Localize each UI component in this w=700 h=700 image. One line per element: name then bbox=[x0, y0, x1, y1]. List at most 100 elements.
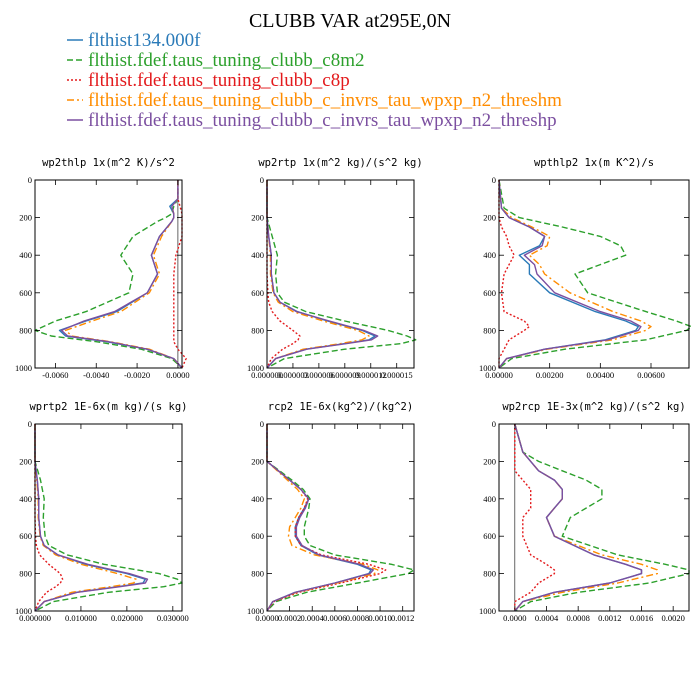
x-tick-label: 0.00400 bbox=[587, 370, 615, 380]
plot-frame bbox=[266, 179, 415, 369]
plot-frame bbox=[266, 423, 415, 612]
x-tick-label: 0.000006 bbox=[303, 370, 335, 380]
y-tick-label: 200 bbox=[251, 456, 264, 466]
series-line bbox=[498, 179, 693, 369]
series-line bbox=[266, 424, 415, 612]
series-line bbox=[34, 424, 149, 612]
x-tick-label: 0.0004 bbox=[301, 613, 325, 623]
chart-panel: wp2thlp 1x(m^2 K)/s^2 0 200 400 600 800 1000 -0… bbox=[15, 157, 190, 380]
y-tick-label: 800 bbox=[483, 569, 496, 579]
x-tick-label: 0.0000 bbox=[503, 613, 526, 623]
series-line bbox=[34, 424, 147, 612]
series-line bbox=[514, 423, 643, 612]
chart-panel: wprtp2 1E-6x(m kg)/(s kg) 0 200 400 600 800 10… bbox=[15, 401, 189, 623]
legend-label: flthist.fdef.taus_tuning_clubb_c8p bbox=[88, 70, 350, 91]
x-tick-label: 0.020000 bbox=[111, 613, 143, 623]
series-line bbox=[173, 180, 187, 369]
plot-frame bbox=[498, 423, 690, 612]
y-tick-label: 400 bbox=[251, 494, 264, 504]
panel-title: rcp2 1E-6x(kg^2)/(kg^2) bbox=[268, 401, 413, 413]
legend-label: flthist.fdef.taus_tuning_clubb_c_invrs_t… bbox=[88, 110, 557, 131]
series-line bbox=[34, 424, 137, 612]
y-tick-label: 1000 bbox=[247, 606, 264, 616]
y-tick-label: 600 bbox=[19, 531, 32, 541]
series-line bbox=[266, 180, 379, 369]
y-tick-label: 600 bbox=[19, 288, 32, 298]
series-line bbox=[514, 423, 658, 612]
y-tick-label: 1000 bbox=[15, 606, 32, 616]
y-tick-label: 800 bbox=[19, 569, 32, 579]
chart-panels: wp2thlp 1x(m^2 K)/s^2 0 200 400 600 800 1000 -0… bbox=[15, 157, 693, 623]
y-tick-label: 800 bbox=[483, 325, 496, 335]
x-tick-label: 0.0000 bbox=[255, 613, 278, 623]
x-tick-label: 0.00000 bbox=[485, 370, 513, 380]
x-tick-label: 0.010000 bbox=[65, 613, 97, 623]
y-tick-label: 200 bbox=[483, 213, 496, 223]
series-line bbox=[34, 180, 183, 369]
x-tick-label: 0.00600 bbox=[637, 370, 665, 380]
y-tick-label: 1000 bbox=[247, 363, 264, 373]
x-tick-label: -0.0060 bbox=[42, 370, 68, 380]
x-tick-label: 0.0012 bbox=[391, 613, 414, 623]
panel-title: wprtp2 1E-6x(m kg)/(s kg) bbox=[29, 401, 187, 413]
y-tick-label: 0 bbox=[28, 175, 32, 185]
y-tick-label: 600 bbox=[483, 288, 496, 298]
y-tick-label: 200 bbox=[19, 456, 32, 466]
y-tick-label: 0 bbox=[260, 175, 264, 185]
chart-panel: wpthlp2 1x(m K^2)/s020040060080010000.00… bbox=[479, 157, 693, 380]
series-line bbox=[266, 180, 376, 369]
legend-label: flthist.fdef.taus_tuning_clubb_c_invrs_t… bbox=[88, 90, 562, 111]
y-tick-label: 200 bbox=[251, 213, 264, 223]
x-tick-label: 0.0010 bbox=[368, 613, 391, 623]
x-tick-label: 0.0004 bbox=[535, 613, 559, 623]
y-tick-label: 600 bbox=[483, 531, 496, 541]
y-tick-label: 800 bbox=[251, 325, 264, 335]
x-tick-label: 0.030000 bbox=[157, 613, 189, 623]
x-tick-label: 0.000000 bbox=[19, 613, 51, 623]
legend-label: flthist134.000f bbox=[88, 30, 201, 51]
x-tick-label: 0.0006 bbox=[323, 613, 346, 623]
x-tick-label: 0.0002 bbox=[278, 613, 301, 623]
panel-title: wp2rtp 1x(m^2 kg)/(s^2 kg) bbox=[258, 157, 422, 169]
chart-panel: wp2rtp 1x(m^2 kg)/(s^2 kg) 0 200 400 600 800 1… bbox=[247, 157, 423, 380]
series-line bbox=[266, 424, 374, 612]
x-tick-label: 0.0016 bbox=[630, 613, 653, 623]
series-line bbox=[34, 424, 183, 612]
y-tick-label: 400 bbox=[19, 250, 32, 260]
series-line bbox=[266, 424, 379, 612]
x-tick-label: 0.0012 bbox=[598, 613, 621, 623]
y-tick-label: 400 bbox=[19, 494, 32, 504]
y-tick-label: 0 bbox=[28, 419, 32, 429]
y-tick-label: 800 bbox=[19, 325, 32, 335]
x-tick-label: -0.0020 bbox=[124, 370, 150, 380]
y-tick-label: 400 bbox=[251, 250, 264, 260]
y-tick-label: 0 bbox=[492, 175, 496, 185]
series-line bbox=[266, 180, 370, 369]
figure-title: CLUBB VAR at295E,0N bbox=[249, 10, 451, 32]
x-tick-label: 0.00200 bbox=[536, 370, 564, 380]
x-tick-label: 0.0000 bbox=[166, 370, 189, 380]
legend: flthist134.000f flthist.fdef.taus_tuning_… bbox=[67, 30, 562, 131]
x-tick-label: 0.0008 bbox=[346, 613, 369, 623]
x-tick-label: 0.000015 bbox=[381, 370, 413, 380]
x-tick-label: 0.000000 bbox=[251, 370, 283, 380]
y-tick-label: 1000 bbox=[15, 363, 32, 373]
series-line bbox=[514, 424, 556, 611]
plot-frame bbox=[34, 179, 183, 369]
y-tick-label: 0 bbox=[492, 419, 496, 429]
panel-title: wpthlp2 1x(m K^2)/s bbox=[534, 157, 654, 169]
chart-panel: wp2rcp 1E-3x(m^2 kg)/(s^2 kg) 0 200 400 600 8… bbox=[479, 401, 690, 623]
x-tick-label: 0.0020 bbox=[661, 613, 684, 623]
x-tick-label: 0.000009 bbox=[329, 370, 361, 380]
y-tick-label: 400 bbox=[483, 250, 496, 260]
series-line bbox=[498, 180, 531, 368]
panel-title: wp2rcp 1E-3x(m^2 kg)/(s^2 kg) bbox=[502, 401, 685, 413]
y-tick-label: 0 bbox=[260, 419, 264, 429]
series-line bbox=[266, 180, 417, 369]
x-tick-label: 0.000003 bbox=[277, 370, 309, 380]
y-tick-label: 600 bbox=[251, 531, 264, 541]
series-line bbox=[266, 424, 387, 612]
x-tick-label: 0.000012 bbox=[355, 370, 387, 380]
plot-frame bbox=[34, 423, 183, 612]
